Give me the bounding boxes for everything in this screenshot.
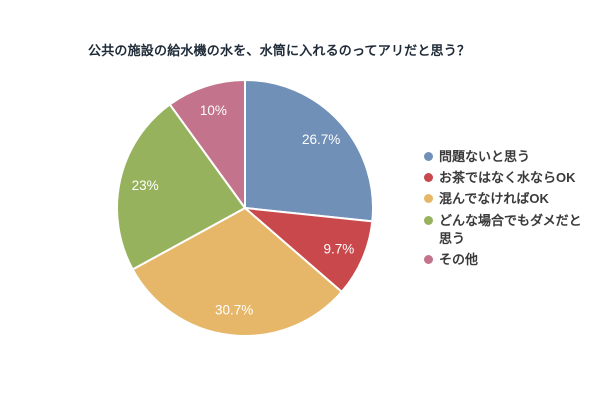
pie-slice-3 [116, 103, 246, 271]
legend-item-2: 混んでなければOK [424, 190, 594, 208]
slice-value-label-3: 23% [132, 178, 159, 193]
legend-label: お茶ではなく水ならOK [439, 170, 576, 186]
legend-label: 問題ないと思う [439, 149, 531, 164]
legend-color-dot [424, 152, 433, 161]
chart-title: 公共の施設の給水機の水を、水筒に入れるのってアリだと思う？ [88, 43, 471, 58]
legend-item-3: どんな場合でもダメだと思う [424, 212, 594, 248]
legend-label: どんな場合でもダメだと思う [439, 212, 582, 246]
legend-label: その他 [439, 251, 479, 267]
legend-item-1: お茶ではなく水ならOK [424, 169, 594, 187]
chart-legend: 問題ないと思う お茶ではなく水ならOK 混んでなければOK どんな場合でもダメだ… [424, 148, 594, 272]
legend-color-dot [424, 254, 433, 264]
pie-slice-0 [244, 79, 374, 223]
legend-item-4: その他 [424, 251, 594, 269]
slice-value-label-4: 10% [200, 103, 227, 118]
slice-value-label-0: 26.7% [302, 132, 340, 147]
legend-label: 混んでなければOK [439, 191, 549, 207]
slice-value-label-1: 9.7% [324, 241, 355, 256]
legend-color-dot [424, 194, 433, 204]
pie-slice-4 [168, 79, 246, 209]
legend-color-dot [424, 215, 433, 225]
legend-item-0: 問題ないと思う [424, 148, 594, 166]
pie-slice-2 [131, 207, 343, 337]
pie-slice-1 [244, 207, 374, 293]
slice-value-label-2: 30.7% [215, 302, 253, 317]
legend-color-dot [424, 173, 433, 183]
